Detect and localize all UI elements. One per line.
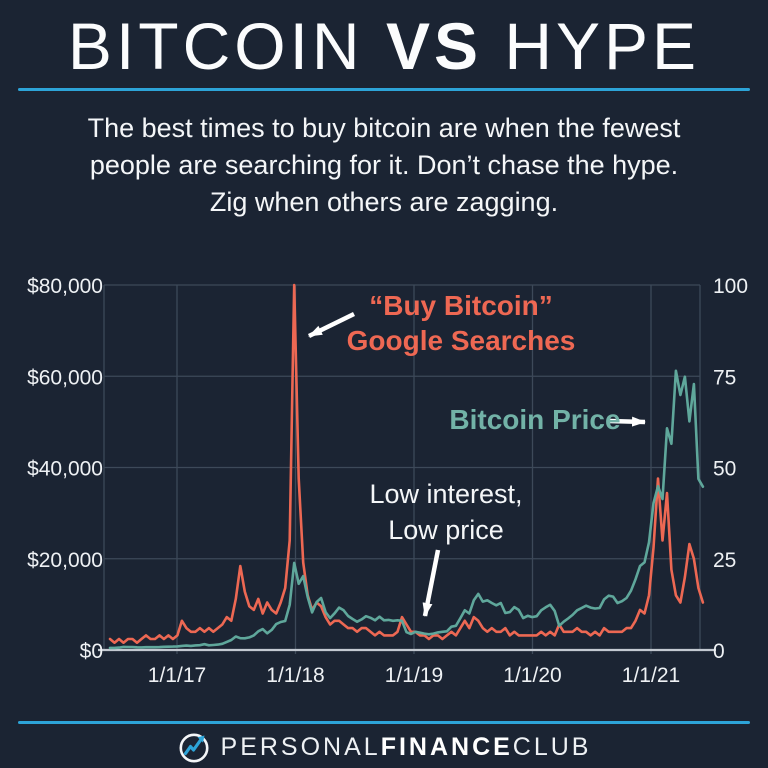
chart-series-lines: [108, 283, 705, 650]
title-word-vs: VS: [385, 9, 482, 83]
brand-personal: PERSONAL: [220, 732, 381, 761]
chart-axis-labels: 1/1/17 1/1/18 1/1/19 1/1/20 1/1/21 $0 0 $20,000…: [27, 275, 748, 687]
svg-text:50: 50: [713, 458, 736, 481]
svg-text:25: 25: [713, 549, 736, 572]
subtitle-line-2: people are searching for it. Don’t chase…: [89, 150, 679, 180]
header-divider: [18, 88, 750, 91]
annotation-bitcoin-price: Bitcoin Price: [420, 402, 650, 437]
arrow-to-low-point-icon: [422, 549, 441, 617]
subtitle: The best times to buy bitcoin are when t…: [0, 110, 768, 221]
svg-text:100: 100: [713, 275, 748, 298]
annotation-low-interest-line1: Low interest,: [369, 479, 523, 509]
arrow-to-search-spike-icon: [308, 311, 355, 339]
svg-text:$20,000: $20,000: [27, 549, 103, 572]
svg-text:1/1/17: 1/1/17: [148, 664, 206, 687]
svg-text:$80,000: $80,000: [27, 275, 103, 298]
annotation-bitcoin-price-line1: Bitcoin Price: [449, 404, 621, 435]
annotation-low-interest-line2: Low price: [388, 515, 504, 545]
arrow-to-price-line-icon: [609, 416, 646, 427]
trending-up-chart-icon: [179, 733, 209, 763]
svg-text:1/1/18: 1/1/18: [266, 664, 324, 687]
brand-wordmark: PERSONALFINANCECLUB: [221, 733, 592, 762]
svg-text:1/1/20: 1/1/20: [503, 664, 561, 687]
annotation-arrows: [308, 311, 646, 617]
footer-divider: [18, 721, 750, 724]
footer-brand: PERSONALFINANCECLUB: [0, 727, 768, 767]
annotation-low-interest: Low interest, Low price: [335, 476, 557, 548]
page-title: BITCOIN VS HYPE: [0, 6, 768, 86]
brand-club: CLUB: [512, 732, 592, 761]
svg-text:$40,000: $40,000: [27, 458, 103, 481]
svg-text:$0: $0: [80, 640, 103, 663]
title-word-bitcoin: BITCOIN: [67, 9, 364, 83]
svg-text:75: 75: [713, 366, 736, 389]
subtitle-line-3: Zig when others are zagging.: [209, 187, 559, 217]
annotation-google-searches-line2: Google Searches: [346, 325, 576, 356]
svg-text:1/1/19: 1/1/19: [385, 664, 443, 687]
chart-gridlines: [98, 284, 716, 654]
title-word-hype: HYPE: [504, 9, 701, 83]
annotation-google-searches-line1: “Buy Bitcoin”: [369, 290, 553, 321]
brand-finance: FINANCE: [380, 732, 513, 761]
svg-text:0: 0: [713, 640, 725, 663]
svg-text:1/1/21: 1/1/21: [622, 664, 680, 687]
subtitle-line-1: The best times to buy bitcoin are when t…: [87, 113, 681, 143]
annotation-google-searches: “Buy Bitcoin” Google Searches: [328, 288, 594, 358]
svg-text:$60,000: $60,000: [27, 366, 103, 389]
